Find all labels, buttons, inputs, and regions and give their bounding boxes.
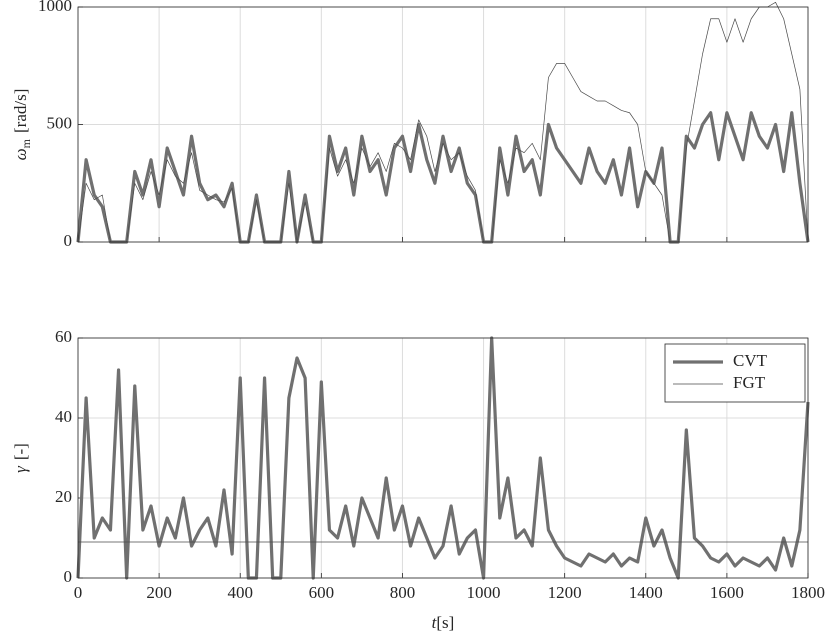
- series-line: [76, 336, 810, 580]
- y-label-subscript: m: [19, 138, 33, 148]
- y-tick-label: 500: [47, 113, 73, 132]
- y-tick-label: 40: [55, 407, 72, 426]
- x-label-unit: [s]: [436, 613, 454, 632]
- y-label-unit: [rad/s]: [11, 89, 30, 133]
- x-axis-label: t[s]: [432, 613, 455, 632]
- x-tick-label: 1400: [629, 583, 663, 602]
- legend-label: CVT: [733, 351, 768, 370]
- y-axis-label: ωm [rad/s]: [11, 89, 33, 161]
- y-tick-label: 1000: [38, 0, 72, 15]
- x-tick-label: 0: [74, 583, 83, 602]
- x-label-symbol: t: [432, 613, 438, 632]
- x-tick-label: 1800: [791, 583, 825, 602]
- y-tick-label: 60: [55, 327, 72, 346]
- y-axis-label: γ [-]: [11, 443, 30, 473]
- legend-label: FGT: [733, 373, 766, 392]
- y-label-symbol: ω: [11, 148, 30, 160]
- y-tick-label: 0: [64, 231, 73, 250]
- legend-box: [664, 343, 806, 403]
- x-tick-label: 1200: [548, 583, 582, 602]
- plot-frame: [77, 6, 809, 243]
- series-line: [76, 111, 810, 244]
- y-tick-label: 20: [55, 487, 72, 506]
- x-tick-label: 800: [390, 583, 416, 602]
- y-label-symbol: γ: [11, 465, 30, 473]
- x-tick-label: 1600: [710, 583, 744, 602]
- x-tick-label: 400: [227, 583, 253, 602]
- plot-frame: [77, 337, 809, 579]
- x-tick-label: 600: [309, 583, 335, 602]
- x-tick-label: 200: [146, 583, 172, 602]
- series-line: [77, 1, 809, 243]
- x-tick-label: 1000: [467, 583, 501, 602]
- y-label-unit: [-]: [11, 443, 30, 460]
- y-tick-label: 0: [64, 567, 73, 586]
